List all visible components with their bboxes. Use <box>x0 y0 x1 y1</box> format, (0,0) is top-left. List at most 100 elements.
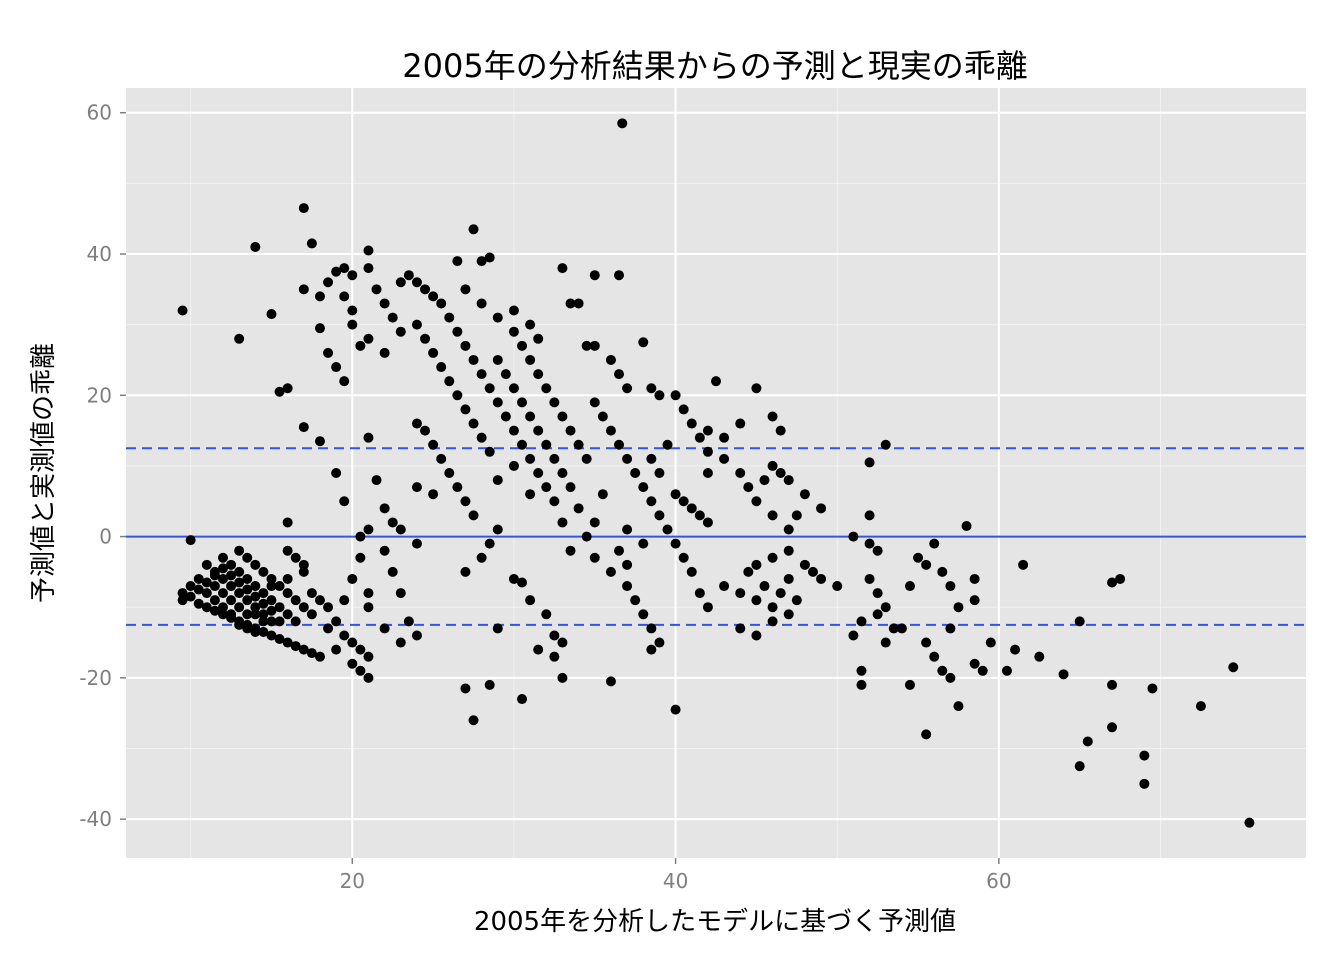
data-point <box>363 524 374 535</box>
data-point <box>945 581 956 592</box>
data-point <box>185 581 196 592</box>
data-point <box>274 616 285 627</box>
data-point <box>226 570 237 581</box>
data-point <box>565 482 576 493</box>
data-point <box>549 651 560 662</box>
data-point <box>614 439 625 450</box>
data-point <box>702 517 713 528</box>
data-point <box>209 605 220 616</box>
data-point <box>1228 662 1239 673</box>
data-point <box>234 545 245 556</box>
data-point <box>969 573 980 584</box>
data-point <box>234 333 245 344</box>
data-point <box>767 411 778 422</box>
data-point <box>896 623 907 634</box>
data-point <box>363 333 374 344</box>
data-point <box>541 609 552 620</box>
data-point <box>1244 817 1255 828</box>
data-point <box>904 679 915 690</box>
data-point <box>508 305 519 316</box>
data-point <box>492 524 503 535</box>
data-point <box>339 263 350 274</box>
data-point <box>411 277 422 288</box>
data-point <box>848 531 859 542</box>
data-point <box>702 425 713 436</box>
data-point <box>525 453 536 464</box>
data-point <box>339 376 350 387</box>
data-point <box>686 503 697 514</box>
data-point <box>363 651 374 662</box>
data-point <box>702 602 713 613</box>
data-point <box>929 651 940 662</box>
data-point <box>751 496 762 507</box>
data-point <box>702 468 713 478</box>
data-point <box>1139 778 1150 789</box>
data-point <box>913 552 924 563</box>
data-point <box>525 489 536 500</box>
data-point <box>605 676 616 687</box>
data-point <box>363 588 374 599</box>
data-point <box>783 609 794 620</box>
data-point <box>306 648 317 659</box>
data-point <box>306 588 317 599</box>
data-point <box>282 588 293 599</box>
data-point <box>323 602 334 613</box>
data-point <box>937 566 948 577</box>
data-point <box>274 386 285 397</box>
data-point <box>872 588 883 599</box>
data-points <box>177 118 1255 828</box>
data-point <box>929 538 940 549</box>
data-point <box>452 256 463 267</box>
data-point <box>250 591 261 602</box>
data-point <box>217 602 228 613</box>
data-point <box>605 354 616 365</box>
data-point <box>670 538 681 549</box>
data-point <box>331 468 342 478</box>
data-point <box>573 439 584 450</box>
data-point <box>177 588 188 599</box>
data-point <box>363 602 374 613</box>
data-point <box>314 436 325 447</box>
data-point <box>420 333 431 344</box>
data-point <box>549 397 560 408</box>
data-point <box>654 637 665 648</box>
data-point <box>476 298 487 309</box>
data-point <box>484 252 495 263</box>
data-point <box>282 573 293 584</box>
data-point <box>783 524 794 535</box>
data-point <box>226 595 237 606</box>
data-point <box>953 701 964 712</box>
data-point <box>460 284 471 295</box>
data-point <box>242 623 253 634</box>
data-point <box>468 715 479 726</box>
x-tick-label: 60 <box>986 869 1011 893</box>
data-point <box>735 468 746 478</box>
data-point <box>1115 573 1126 584</box>
data-point <box>775 468 786 478</box>
data-point <box>250 581 261 592</box>
data-point <box>508 383 519 394</box>
data-point <box>347 319 358 330</box>
data-point <box>395 277 406 288</box>
data-point <box>662 524 673 535</box>
data-point <box>533 468 544 478</box>
data-point <box>694 510 705 521</box>
data-point <box>420 284 431 295</box>
data-point <box>428 489 439 500</box>
data-point <box>799 489 810 500</box>
data-point <box>702 446 713 457</box>
data-point <box>533 333 544 344</box>
data-point <box>541 482 552 493</box>
data-point <box>201 602 212 613</box>
data-point <box>347 270 358 281</box>
data-point <box>290 641 301 652</box>
data-point <box>298 422 309 433</box>
data-point <box>735 588 746 599</box>
data-point <box>1139 750 1150 761</box>
data-point <box>622 453 633 464</box>
data-point <box>945 672 956 683</box>
data-point <box>517 577 528 588</box>
data-point <box>290 616 301 627</box>
data-point <box>1001 665 1012 676</box>
